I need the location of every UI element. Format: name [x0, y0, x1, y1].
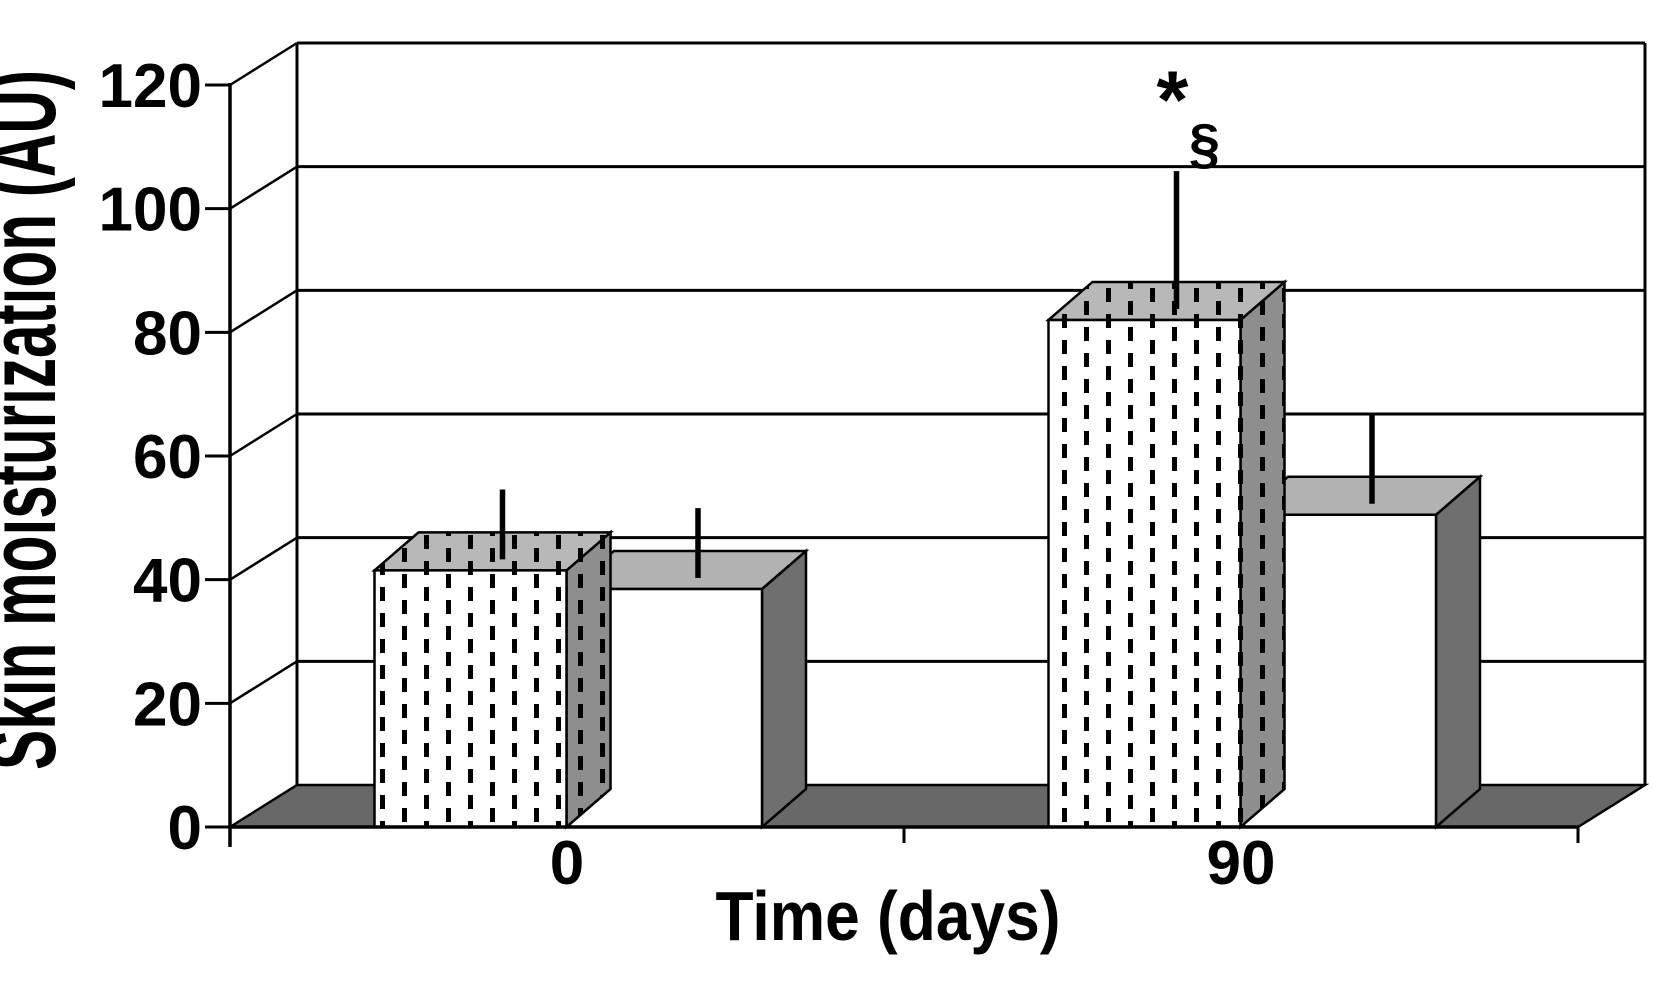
tick-depth-connector [229, 412, 298, 458]
bar-side-face [565, 529, 612, 830]
tick-depth-connector [229, 289, 298, 334]
annotation-star: * [1157, 55, 1189, 146]
y-tick-label: 60 [133, 423, 202, 492]
y-tick-label: 100 [99, 176, 202, 245]
y-tick-label: 120 [99, 52, 202, 121]
bar-dotted-cat0 [371, 529, 614, 830]
bar-dotted-cat90 [1045, 279, 1288, 830]
plot-area: 0 20 40 60 80 100 120 0 90 * § [99, 41, 1650, 898]
y-axis-title: Skin moisturization (AU) [0, 70, 76, 770]
tick-depth-connector [229, 536, 298, 581]
bar-front-face [1047, 318, 1242, 829]
y-tick-label: 0 [168, 794, 202, 863]
x-axis-title: Time (days) [716, 877, 1061, 955]
y-tick-label: 40 [133, 547, 202, 616]
bar-side-face [760, 548, 808, 830]
tick-depth-connector [229, 41, 298, 87]
bar-side-face [1434, 474, 1482, 830]
y-tick-label: 80 [133, 299, 202, 368]
tick-depth-connector [229, 165, 298, 210]
annotation-section-sign: § [1189, 112, 1220, 175]
x-category-label: 90 [1207, 829, 1276, 898]
x-category-label: 0 [550, 829, 584, 898]
bar-plain-cat0 [566, 548, 810, 830]
bar-front-face [373, 569, 568, 829]
bar-side-face [1239, 279, 1286, 830]
tick-depth-connector [229, 660, 298, 705]
y-tick-label: 20 [133, 670, 202, 739]
